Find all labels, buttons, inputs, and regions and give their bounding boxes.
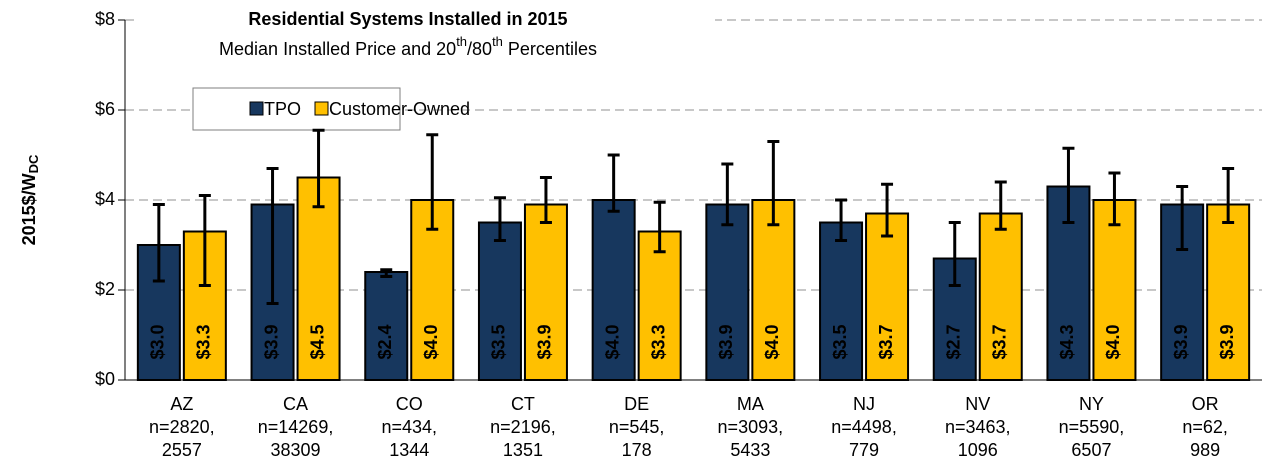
value-label: $3.7 [990, 324, 1010, 359]
legend-label: Customer-Owned [329, 99, 470, 119]
subtitle-text: Median Installed Price and 20 [219, 39, 456, 59]
x-tick-label: 1351 [503, 440, 543, 460]
value-label: $2.4 [375, 324, 395, 359]
legend-swatch [249, 101, 264, 116]
x-tick-label: OR [1192, 394, 1219, 414]
x-tick-label: CT [511, 394, 535, 414]
x-tick-label: 1344 [389, 440, 429, 460]
x-tick-label: n=3093, [718, 417, 784, 437]
subtitle-text: Percentiles [503, 39, 597, 59]
bar [1092, 199, 1137, 381]
value-label: $4.0 [762, 324, 782, 359]
bar [978, 212, 1023, 381]
y-tick-label: $0 [95, 369, 115, 389]
y-label-text: 2015$/W [19, 173, 39, 245]
value-label: $3.7 [876, 324, 896, 359]
title-bg [135, 0, 715, 75]
x-tick-label: n=2196, [490, 417, 556, 437]
bar [637, 230, 682, 381]
value-label: $3.5 [489, 324, 509, 359]
x-tick-label: CO [396, 394, 423, 414]
chart-title: Residential Systems Installed in 2015 [248, 9, 567, 29]
x-tick-label: NV [965, 394, 990, 414]
value-label: $3.5 [830, 324, 850, 359]
subtitle-sup: th [456, 34, 467, 49]
value-label: $3.3 [194, 324, 214, 359]
x-tick-label: n=545, [609, 417, 665, 437]
x-tick-label: NJ [853, 394, 875, 414]
value-label: $4.5 [307, 324, 327, 359]
y-tick-label: $6 [95, 99, 115, 119]
bar [296, 176, 341, 381]
value-label: $3.9 [1217, 324, 1237, 359]
legend-label: TPO [264, 99, 301, 119]
x-tick-label: n=14269, [258, 417, 334, 437]
bar [1206, 203, 1251, 381]
value-label: $3.9 [261, 324, 281, 359]
y-tick-label: $8 [95, 9, 115, 29]
x-tick-label: 779 [849, 440, 879, 460]
value-label: $2.7 [944, 324, 964, 359]
chart-subtitle: Median Installed Price and 20th/80th Per… [219, 34, 597, 58]
y-label-sub: DC [26, 154, 41, 173]
x-tick-label: NY [1079, 394, 1104, 414]
x-tick-label: AZ [170, 394, 193, 414]
legend-box [192, 87, 401, 131]
x-tick-label: 1096 [958, 440, 998, 460]
x-tick-label: 6507 [1071, 440, 1111, 460]
x-tick-label: n=4498, [831, 417, 897, 437]
y-tick-label: $4 [95, 189, 115, 209]
x-tick-label: MA [737, 394, 764, 414]
value-label: $4.0 [421, 324, 441, 359]
bar [865, 212, 910, 381]
value-label: $4.0 [602, 324, 622, 359]
y-tick-label: $2 [95, 279, 115, 299]
value-label: $3.9 [716, 324, 736, 359]
x-tick-label: 38309 [271, 440, 321, 460]
x-tick-label: DE [624, 394, 649, 414]
x-tick-label: 2557 [162, 440, 202, 460]
subtitle-sup: th [492, 34, 503, 49]
x-tick-label: n=62, [1182, 417, 1228, 437]
x-tick-label: n=3463, [945, 417, 1011, 437]
value-label: $3.9 [535, 324, 555, 359]
x-tick-label: 989 [1190, 440, 1220, 460]
x-tick-label: CA [283, 394, 308, 414]
x-tick-label: 178 [622, 440, 652, 460]
y-axis-label: 2015$/WDC [19, 154, 42, 245]
subtitle-text: /80 [467, 39, 492, 59]
x-tick-label: n=2820, [149, 417, 215, 437]
value-label: $3.3 [648, 324, 668, 359]
x-tick-label: n=5590, [1059, 417, 1125, 437]
legend-swatch [314, 101, 329, 116]
value-label: $3.0 [148, 324, 168, 359]
x-tick-label: 5433 [730, 440, 770, 460]
value-label: $4.0 [1103, 324, 1123, 359]
value-label: $4.3 [1057, 324, 1077, 359]
x-tick-label: n=434, [381, 417, 437, 437]
bar [591, 199, 636, 381]
value-label: $3.9 [1171, 324, 1191, 359]
